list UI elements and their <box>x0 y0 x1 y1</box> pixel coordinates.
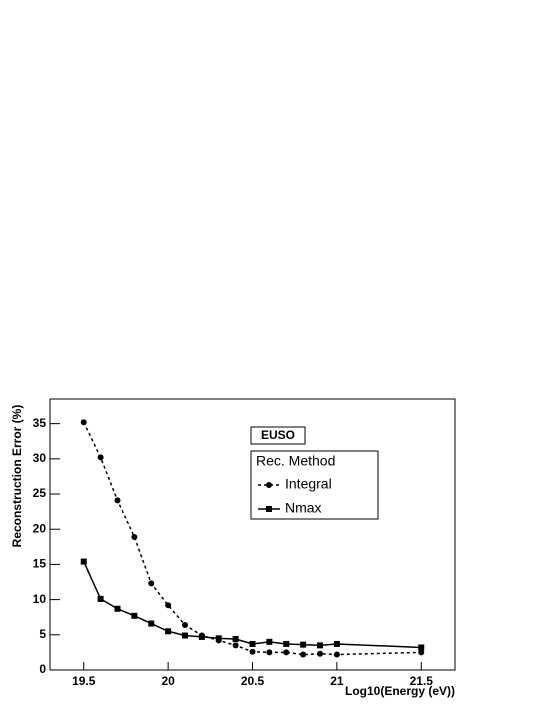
data-point <box>215 635 222 642</box>
data-point <box>114 605 121 612</box>
data-point <box>97 595 104 602</box>
data-point <box>418 649 425 656</box>
y-tick-label: 35 <box>33 416 47 430</box>
legend-label: Integral <box>285 476 332 492</box>
x-tick-label: 20.5 <box>241 674 265 688</box>
x-tick-label: 21.5 <box>410 674 434 688</box>
x-tick-label: 20 <box>161 674 175 688</box>
data-point <box>283 649 290 656</box>
data-point <box>131 533 138 540</box>
data-point <box>317 642 323 649</box>
y-tick-label: 15 <box>33 557 47 571</box>
data-point <box>266 638 273 645</box>
data-point <box>333 651 340 658</box>
data-point <box>249 648 256 655</box>
data-point <box>165 628 172 635</box>
y-axis-title: Reconstruction Error (%) <box>10 405 24 548</box>
y-tick-label: 25 <box>33 486 47 500</box>
y-tick-label: 5 <box>39 627 46 641</box>
data-point <box>232 642 239 649</box>
data-point <box>182 632 188 639</box>
x-tick-label: 19.5 <box>72 674 96 688</box>
data-point <box>114 497 121 504</box>
legend-label: Nmax <box>285 500 322 516</box>
data-point <box>317 650 323 657</box>
annotation: EUSO <box>261 428 295 442</box>
data-point <box>249 640 256 647</box>
data-point <box>198 633 205 640</box>
data-point <box>300 651 307 658</box>
legend-marker <box>266 482 272 488</box>
data-point <box>131 612 138 619</box>
data-point <box>418 644 425 651</box>
data-point <box>300 641 307 648</box>
data-point <box>97 454 104 461</box>
data-point <box>333 640 340 647</box>
data-point <box>80 558 87 565</box>
data-point <box>80 419 87 426</box>
x-tick-label: 21 <box>330 674 344 688</box>
y-tick-label: 10 <box>33 592 47 606</box>
legend-title: Rec. Method <box>256 453 335 469</box>
data-point <box>232 636 239 643</box>
data-point <box>165 602 172 609</box>
x-axis-title: Log10(Energy (eV)) <box>345 684 455 698</box>
y-tick-label: 20 <box>33 521 47 535</box>
series-line <box>83 561 422 649</box>
data-point <box>266 649 273 656</box>
y-tick-label: 30 <box>33 451 47 465</box>
data-point <box>283 640 290 647</box>
annotation-box <box>250 426 306 445</box>
data-point <box>148 580 155 587</box>
data-point <box>182 621 188 628</box>
legend-marker <box>266 506 272 512</box>
data-point <box>148 620 155 627</box>
y-tick-label: 0 <box>39 662 46 676</box>
